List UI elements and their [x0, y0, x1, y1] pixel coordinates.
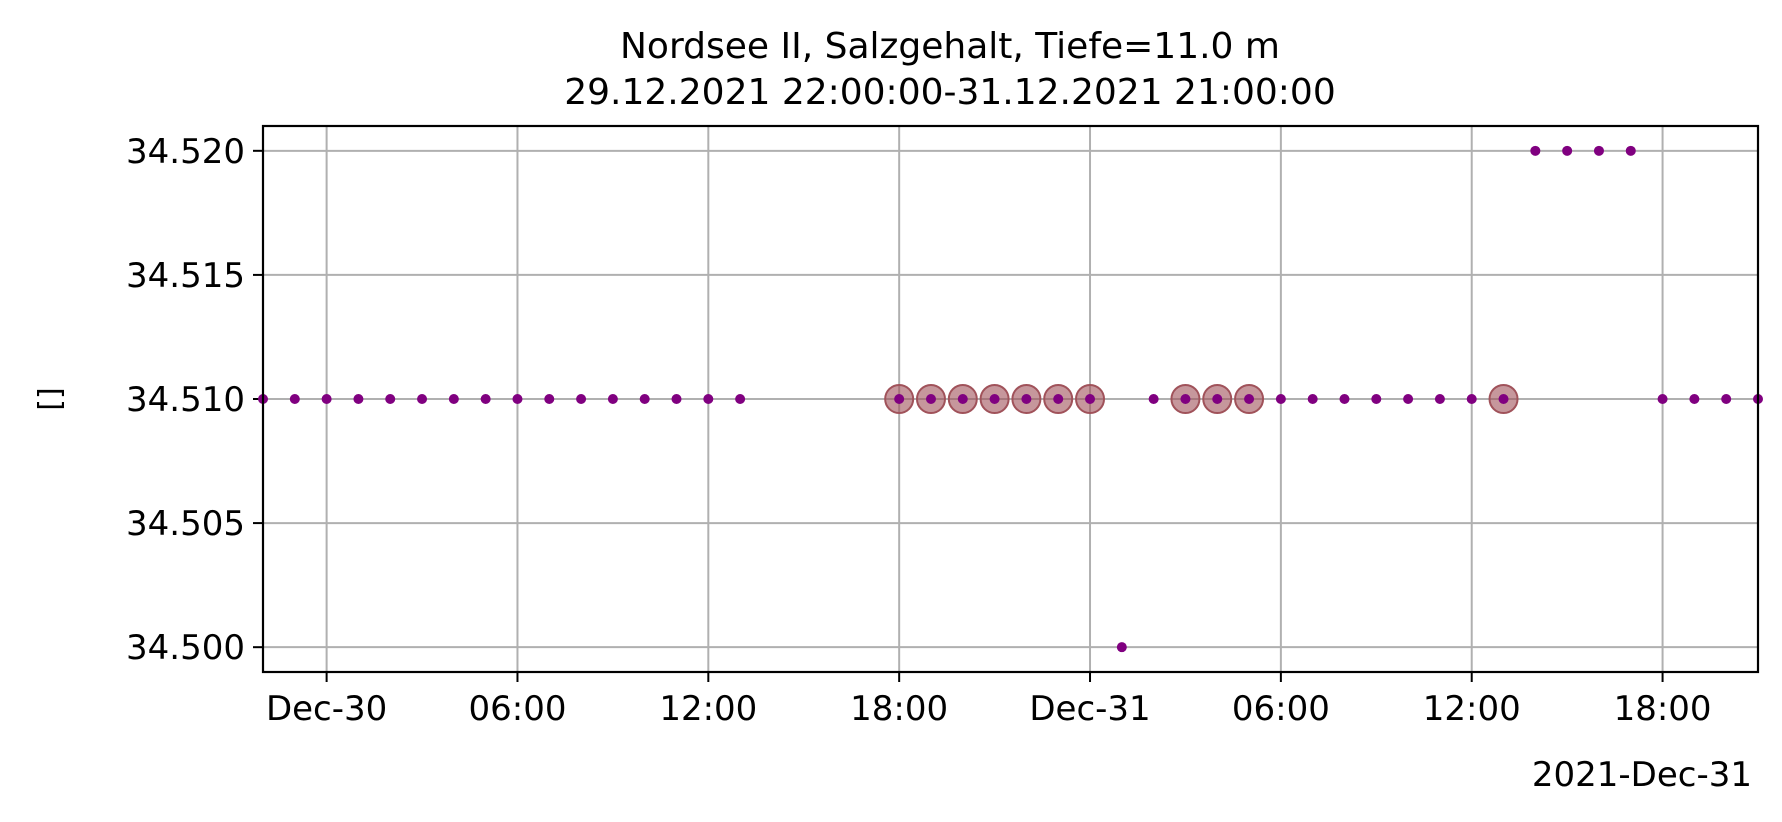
data-point	[894, 394, 905, 404]
x-axis-ticks: Dec-30 06:00 12:00 18:00 Dec-31 06:00 12:00 18:…	[266, 672, 1712, 729]
data-point	[1148, 394, 1159, 404]
data-point	[321, 394, 332, 404]
chart-title: Nordsee II, Salzgehalt, Tiefe=11.0 m	[620, 26, 1280, 67]
data-point	[576, 394, 587, 404]
data-point	[671, 394, 682, 404]
x-tick-label: 06:00	[468, 689, 566, 729]
data-point	[417, 394, 428, 404]
x-tick-label: Dec-30	[266, 689, 387, 729]
y-tick-label: 34.515	[126, 256, 245, 296]
plot-frame	[261, 124, 1760, 674]
data-point	[1721, 394, 1732, 404]
y-axis-ticks: 34.500 34.505 34.510 34.515 34.520	[126, 132, 263, 668]
data-point	[925, 394, 936, 404]
data-point	[1530, 145, 1541, 156]
data-point	[1498, 394, 1509, 404]
data-point	[1593, 145, 1604, 156]
data-point	[1180, 394, 1191, 404]
data-point	[1053, 394, 1064, 404]
data-point	[1212, 394, 1223, 404]
data-point	[639, 394, 650, 404]
data-point	[1307, 394, 1318, 404]
x-tick-label: 12:00	[659, 689, 757, 729]
data-point	[703, 394, 714, 404]
data-point	[1244, 394, 1255, 404]
data-point	[480, 394, 491, 404]
data-point	[989, 394, 1000, 404]
data-point	[1466, 394, 1477, 404]
data-point	[512, 394, 523, 404]
data-point	[607, 394, 618, 404]
data-point	[1021, 394, 1032, 404]
data-point	[1275, 394, 1286, 404]
data-point	[957, 394, 968, 404]
data-point	[1116, 642, 1127, 653]
x-tick-label: 18:00	[850, 689, 948, 729]
y-tick-label: 34.500	[126, 628, 245, 668]
data-point	[448, 394, 459, 404]
data-point	[1371, 394, 1382, 404]
x-tick-label: 12:00	[1423, 689, 1521, 729]
y-axis-label: []	[33, 387, 68, 410]
data-point	[1562, 145, 1573, 156]
x-tick-label: Dec-31	[1029, 689, 1150, 729]
data-point	[1339, 394, 1350, 404]
data-point	[353, 394, 364, 404]
data-point	[1434, 394, 1445, 404]
data-point	[1657, 394, 1668, 404]
data-point	[1085, 394, 1096, 404]
data-point	[544, 394, 555, 404]
data-point	[735, 394, 746, 404]
x-axis-offset-label: 2021-Dec-31	[1532, 755, 1752, 795]
x-tick-label: 18:00	[1614, 689, 1712, 729]
y-tick-label: 34.510	[126, 380, 245, 420]
data-point	[385, 394, 396, 404]
data-points	[258, 145, 1763, 653]
y-tick-label: 34.505	[126, 504, 245, 544]
x-tick-label: 06:00	[1232, 689, 1330, 729]
chart-subtitle: 29.12.2021 22:00:00-31.12.2021 21:00:00	[564, 72, 1336, 113]
y-tick-label: 34.520	[126, 132, 245, 172]
data-point	[1625, 145, 1636, 156]
data-point	[289, 394, 300, 404]
data-point	[1689, 394, 1700, 404]
data-point	[1403, 394, 1414, 404]
